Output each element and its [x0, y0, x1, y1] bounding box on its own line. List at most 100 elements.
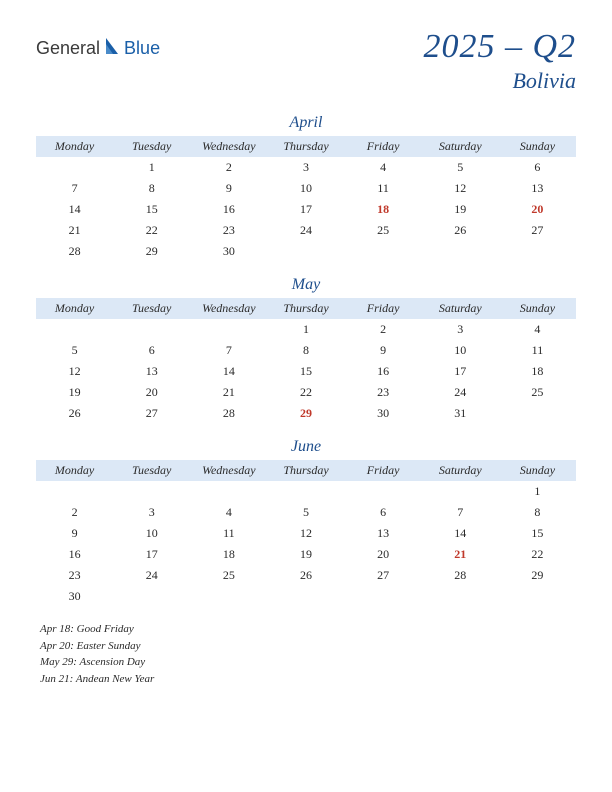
- calendar-day: 29: [267, 403, 344, 424]
- calendar-day: 18: [190, 544, 267, 565]
- header: General Blue 2025 – Q2 Bolivia: [36, 28, 576, 94]
- calendar-day: 3: [422, 319, 499, 340]
- calendar-day: 10: [267, 178, 344, 199]
- calendar-day: 15: [113, 199, 190, 220]
- weekday-header: Thursday: [267, 136, 344, 157]
- calendar-day: 23: [345, 382, 422, 403]
- title-block: 2025 – Q2 Bolivia: [423, 28, 576, 94]
- calendar-row: 23242526272829: [36, 565, 576, 586]
- calendar-day: 29: [113, 241, 190, 262]
- calendar-row: 2345678: [36, 502, 576, 523]
- weekday-header: Tuesday: [113, 460, 190, 481]
- calendar-day: 6: [499, 157, 576, 178]
- calendar-day: [422, 481, 499, 502]
- calendar-table: MondayTuesdayWednesdayThursdayFridaySatu…: [36, 460, 576, 607]
- calendar-day: 23: [36, 565, 113, 586]
- calendar-day: 18: [345, 199, 422, 220]
- calendar-row: 12131415161718: [36, 361, 576, 382]
- weekday-header: Monday: [36, 460, 113, 481]
- calendar-day: 21: [190, 382, 267, 403]
- calendar-day: 6: [113, 340, 190, 361]
- calendar-day: 8: [267, 340, 344, 361]
- calendar-day: [113, 319, 190, 340]
- calendar-day: [190, 481, 267, 502]
- calendar-day: [345, 241, 422, 262]
- calendar-day: 24: [422, 382, 499, 403]
- calendar-day: 17: [267, 199, 344, 220]
- calendar-day: 27: [113, 403, 190, 424]
- weekday-header: Saturday: [422, 460, 499, 481]
- quarter-title: 2025 – Q2: [423, 28, 576, 66]
- calendar-day: 26: [422, 220, 499, 241]
- calendar-row: 78910111213: [36, 178, 576, 199]
- month-name: April: [36, 114, 576, 132]
- calendar-day: 22: [499, 544, 576, 565]
- calendar-day: 14: [36, 199, 113, 220]
- calendar-day: 24: [267, 220, 344, 241]
- calendar-day: 2: [190, 157, 267, 178]
- calendar-day: 31: [422, 403, 499, 424]
- calendar-day: 13: [345, 523, 422, 544]
- weekday-header: Wednesday: [190, 298, 267, 319]
- calendar-row: 1234: [36, 319, 576, 340]
- calendar-day: 2: [36, 502, 113, 523]
- calendar-day: 7: [190, 340, 267, 361]
- calendar-day: 15: [499, 523, 576, 544]
- logo-text-blue: Blue: [124, 38, 160, 59]
- calendar-day: 1: [113, 157, 190, 178]
- calendar-day: 30: [190, 241, 267, 262]
- month-name: May: [36, 276, 576, 294]
- calendar-day: 8: [499, 502, 576, 523]
- calendar-day: 5: [422, 157, 499, 178]
- weekday-header: Thursday: [267, 460, 344, 481]
- weekday-header: Tuesday: [113, 298, 190, 319]
- calendar-day: 7: [36, 178, 113, 199]
- calendar-day: 25: [190, 565, 267, 586]
- weekday-header: Monday: [36, 136, 113, 157]
- calendar-day: 29: [499, 565, 576, 586]
- calendar-day: 16: [190, 199, 267, 220]
- calendar-day: 5: [36, 340, 113, 361]
- weekday-header: Sunday: [499, 136, 576, 157]
- holiday-entry: May 29: Ascension Day: [40, 654, 576, 671]
- calendar-day: 20: [113, 382, 190, 403]
- calendar-day: 20: [345, 544, 422, 565]
- calendar-row: 16171819202122: [36, 544, 576, 565]
- calendar-day: [190, 586, 267, 607]
- calendar-day: 28: [190, 403, 267, 424]
- calendar-day: 23: [190, 220, 267, 241]
- calendar-day: 10: [422, 340, 499, 361]
- logo: General Blue: [36, 36, 160, 61]
- calendar-day: [36, 157, 113, 178]
- calendar-day: 21: [36, 220, 113, 241]
- weekday-header: Saturday: [422, 136, 499, 157]
- weekday-header: Wednesday: [190, 460, 267, 481]
- month-block: JuneMondayTuesdayWednesdayThursdayFriday…: [36, 438, 576, 607]
- calendar-day: 12: [422, 178, 499, 199]
- calendar-day: [190, 319, 267, 340]
- calendar-day: 22: [113, 220, 190, 241]
- calendar-day: 27: [345, 565, 422, 586]
- calendar-day: 19: [422, 199, 499, 220]
- weekday-header: Wednesday: [190, 136, 267, 157]
- calendar-row: 1: [36, 481, 576, 502]
- calendar-day: 4: [499, 319, 576, 340]
- calendar-day: 1: [499, 481, 576, 502]
- weekday-header: Friday: [345, 136, 422, 157]
- calendar-row: 567891011: [36, 340, 576, 361]
- calendar-day: 3: [267, 157, 344, 178]
- calendar-day: [345, 586, 422, 607]
- calendar-day: 30: [345, 403, 422, 424]
- calendar-day: [422, 586, 499, 607]
- calendar-day: 20: [499, 199, 576, 220]
- calendar-day: 21: [422, 544, 499, 565]
- calendar-day: 26: [267, 565, 344, 586]
- calendar-day: 9: [190, 178, 267, 199]
- calendar-day: 9: [345, 340, 422, 361]
- country-title: Bolivia: [423, 68, 576, 94]
- calendar-day: 4: [345, 157, 422, 178]
- calendar-day: 15: [267, 361, 344, 382]
- calendar-row: 123456: [36, 157, 576, 178]
- calendar-day: 27: [499, 220, 576, 241]
- calendar-day: 14: [422, 523, 499, 544]
